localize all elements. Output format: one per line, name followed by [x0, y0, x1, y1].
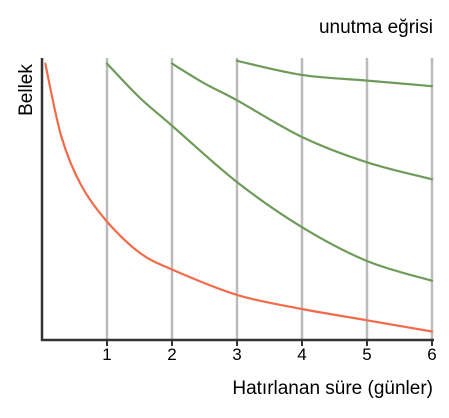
- forgetting-curve-initial: [44, 62, 434, 333]
- series-lines: [44, 59, 434, 333]
- forgetting-curve-review-2: [170, 62, 434, 181]
- forgetting-curve-review-1: [105, 62, 434, 282]
- x-tick-label-6: 6: [427, 345, 436, 364]
- x-axis-label: Hatırlanan süre (günler): [232, 378, 433, 399]
- x-tick-marks: [106, 340, 433, 346]
- x-tick-label-4: 4: [297, 345, 306, 364]
- x-tick-label-1: 1: [102, 345, 111, 364]
- grid-lines: [105, 58, 434, 340]
- forgetting-curve-review-3: [235, 59, 434, 88]
- chart-title: unutma eğrisi: [319, 17, 433, 38]
- y-axis-label: Bellek: [16, 64, 37, 116]
- x-tick-label-2: 2: [167, 345, 176, 364]
- x-tick-label-3: 3: [232, 345, 241, 364]
- x-tick-labels: 1 2 3 4 5 6: [102, 345, 436, 364]
- x-tick-label-5: 5: [362, 345, 371, 364]
